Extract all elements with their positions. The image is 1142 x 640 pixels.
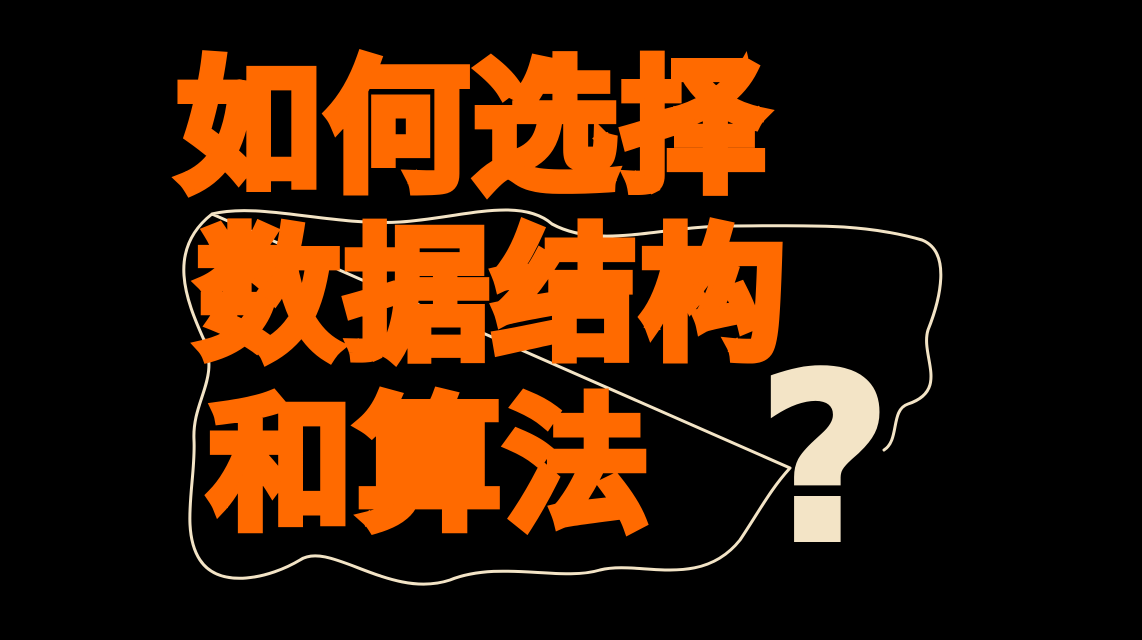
title-line-1: 如何选择 bbox=[173, 46, 770, 211]
question-mark: ? bbox=[755, 327, 894, 594]
title-line-3: 和算法 bbox=[205, 384, 654, 549]
title-line-2: 数据结构 bbox=[193, 214, 790, 379]
